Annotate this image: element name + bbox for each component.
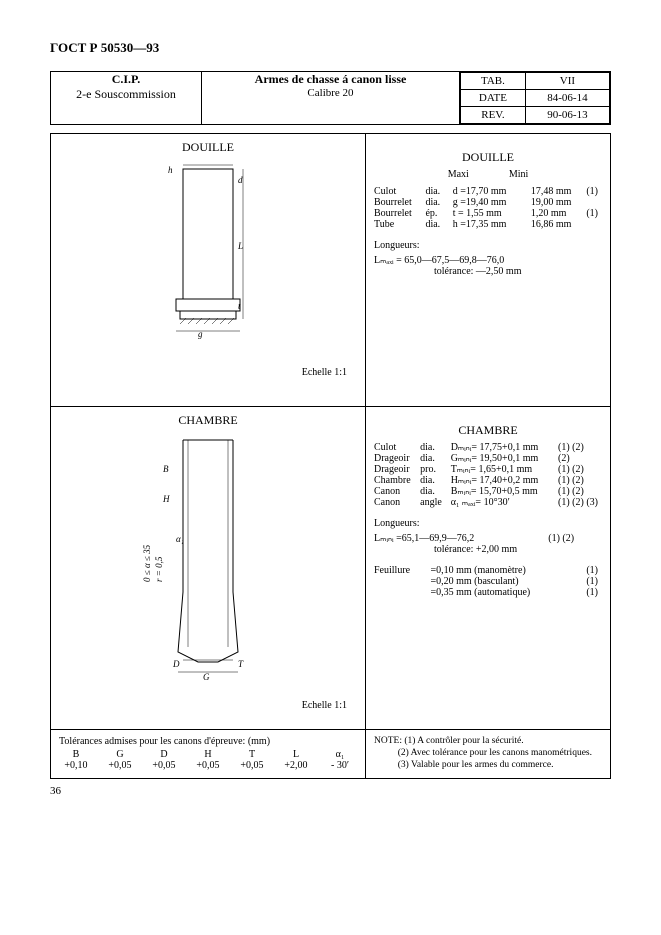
douille-title: DOUILLE	[59, 140, 357, 155]
svg-text:T: T	[238, 659, 244, 669]
svg-text:B: B	[163, 464, 169, 474]
douille-scale: Echelle 1:1	[59, 367, 357, 378]
svg-text:0 ≤ α ≤ 35: 0 ≤ α ≤ 35	[142, 544, 152, 582]
tab-value: VII	[525, 73, 609, 90]
tol-headers: BGDHTLα₁	[59, 749, 357, 760]
tol-title: Tolérances admises pour les canons d'épr…	[59, 736, 357, 747]
col-mini: Mini	[509, 169, 528, 180]
chambre-diagram: B H α₁ 0 ≤ α ≤ 35 r = 0,5 D G T	[128, 432, 288, 692]
doc-id: ГОСТ Р 50530—93	[50, 40, 611, 56]
notes-cell: NOTE: (1) A contrôler pour la sécurité. …	[366, 730, 611, 779]
page-number: 36	[50, 785, 611, 797]
douille-long-label: Longueurs:	[374, 240, 602, 251]
chambre-lmin-note: (1) (2)	[478, 533, 578, 544]
douille-diagram-cell: DOUILLE h d L t g	[51, 134, 366, 407]
douille-rows: Culotdia.d =17,70 mm17,48 mm(1)Bourrelet…	[374, 186, 602, 230]
svg-text:L: L	[237, 241, 243, 251]
date-label: DATE	[461, 90, 526, 107]
rev-label: REV.	[461, 107, 526, 124]
tab-label: TAB.	[461, 73, 526, 90]
chambre-title: CHAMBRE	[59, 413, 357, 428]
chambre-data-title: CHAMBRE	[374, 423, 602, 438]
douille-data-cell: DOUILLE Maxi Mini Culotdia.d =17,70 mm17…	[366, 134, 611, 407]
header-table: C.I.P. 2-e Souscommission Armes de chass…	[50, 71, 611, 125]
meta-table: TAB.VII DATE84-06-14 REV.90-06-13	[460, 72, 610, 124]
chambre-lmin-tol: tolérance: +2,00 mm	[374, 544, 602, 555]
svg-text:G: G	[203, 672, 210, 682]
svg-text:d: d	[238, 175, 243, 185]
chambre-scale: Echelle 1:1	[59, 700, 357, 711]
col-maxi: Maxi	[448, 169, 469, 180]
chambre-long-label: Longueurs:	[374, 518, 602, 529]
svg-text:α₁: α₁	[176, 534, 184, 544]
chambre-lmin: Lₘᵢₙᵢ =65,1—69,9—76,2	[374, 533, 478, 544]
svg-text:r = 0,5: r = 0,5	[154, 556, 164, 582]
svg-text:H: H	[162, 494, 170, 504]
douille-diagram: h d L t g	[138, 159, 278, 359]
hdr-calibre: Calibre 20	[202, 87, 459, 99]
svg-text:g: g	[198, 329, 203, 339]
douille-lmax: Lₘₐₓᵢ = 65,0—67,5—69,8—76,0	[374, 255, 602, 266]
main-section: DOUILLE h d L t g	[50, 133, 611, 779]
tol-values: +0,10+0,05+0,05+0,05+0,05+2,00- 30′	[59, 760, 357, 771]
tolerance-cell: Tolérances admises pour les canons d'épr…	[51, 730, 366, 779]
feuillure-table: Feuillure=0,10 mm (manomètre)(1)=0,20 mm…	[374, 565, 602, 598]
douille-lmax-tol: tolérance: —2,50 mm	[374, 266, 602, 277]
date-value: 84-06-14	[525, 90, 609, 107]
svg-text:h: h	[168, 165, 173, 175]
hdr-title: Armes de chasse á canon lisse	[202, 72, 459, 87]
svg-text:t: t	[238, 301, 241, 311]
chambre-diagram-cell: CHAMBRE B H α₁ 0 ≤ α ≤ 35 r = 0,5 D G T	[51, 407, 366, 730]
hdr-sous: 2-e Souscommission	[51, 87, 201, 102]
chambre-data-cell: CHAMBRE Culotdia.Dₘᵢₙᵢ= 17,75+0,1 mm(1) …	[366, 407, 611, 730]
svg-text:D: D	[172, 659, 180, 669]
chambre-rows: Culotdia.Dₘᵢₙᵢ= 17,75+0,1 mm(1) (2)Drage…	[374, 442, 602, 508]
hdr-cip: C.I.P.	[51, 72, 201, 87]
rev-value: 90-06-13	[525, 107, 609, 124]
douille-data-title: DOUILLE	[374, 150, 602, 165]
